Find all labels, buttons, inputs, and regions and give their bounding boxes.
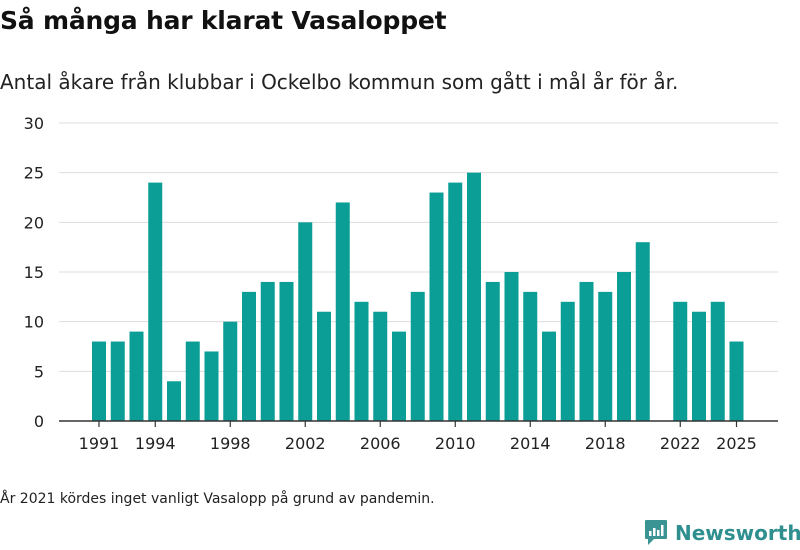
- newsworthy-logo[interactable]: Newsworthy: [644, 519, 800, 546]
- bar-2002[interactable]: [298, 222, 313, 421]
- x-tick-label: 2006: [360, 434, 401, 453]
- chart-title: Så många har klarat Vasaloppet: [0, 6, 447, 35]
- bar-2022[interactable]: [673, 301, 688, 421]
- newsworthy-logo-text: Newsworthy: [675, 520, 800, 545]
- bar-2006[interactable]: [373, 311, 388, 421]
- bar-2018[interactable]: [598, 291, 613, 421]
- bar-2024[interactable]: [710, 301, 725, 421]
- bar-2003[interactable]: [317, 311, 331, 421]
- x-tick-label: 2002: [285, 434, 326, 453]
- bar-1997[interactable]: [204, 351, 219, 421]
- y-tick-label: 15: [24, 263, 44, 282]
- bar-1993[interactable]: [129, 331, 144, 421]
- bar-2025[interactable]: [729, 341, 744, 421]
- bar-2010[interactable]: [448, 182, 463, 421]
- bar-2009[interactable]: [429, 192, 444, 421]
- bar-2011[interactable]: [467, 172, 481, 421]
- x-tick-label: 1994: [135, 434, 176, 453]
- bar-1995[interactable]: [167, 381, 181, 421]
- y-tick-label: 25: [24, 164, 44, 183]
- x-tick-label: 1998: [210, 434, 251, 453]
- bar-2007[interactable]: [392, 331, 406, 421]
- x-axis: [59, 420, 778, 427]
- chart-subtitle: Antal åkare från klubbar i Ockelbo kommu…: [0, 70, 679, 94]
- bar-2001[interactable]: [279, 281, 294, 421]
- bar-2023[interactable]: [692, 311, 706, 421]
- bar-2016[interactable]: [560, 301, 575, 421]
- bar-2019[interactable]: [617, 272, 631, 421]
- bar-2000[interactable]: [260, 281, 275, 421]
- bar-2013[interactable]: [504, 272, 519, 421]
- bar-2014[interactable]: [523, 291, 538, 421]
- bar-1992[interactable]: [110, 341, 125, 421]
- bar-1996[interactable]: [185, 341, 200, 421]
- bar-2015[interactable]: [542, 331, 556, 421]
- x-tick-label: 2018: [585, 434, 626, 453]
- x-tick-label: 2025: [716, 434, 757, 453]
- y-tick-label: 5: [34, 362, 44, 381]
- bars: [92, 172, 744, 421]
- y-tick-labels: 0 5 10 15 20 25 30: [24, 114, 44, 431]
- bar-2005[interactable]: [354, 301, 369, 421]
- bar-2020[interactable]: [635, 242, 650, 421]
- bar-2012[interactable]: [485, 281, 500, 421]
- newsworthy-logo-icon: [645, 520, 667, 545]
- x-tick-label: 2022: [660, 434, 701, 453]
- y-tick-label: 30: [24, 114, 44, 133]
- bar-2017[interactable]: [579, 281, 594, 421]
- y-tick-label: 10: [24, 313, 44, 332]
- x-tick-label: 2010: [435, 434, 476, 453]
- x-tick-label: 1991: [79, 434, 120, 453]
- bar-1998[interactable]: [223, 321, 238, 421]
- y-tick-label: 0: [34, 412, 44, 431]
- x-tick-labels: 1991 1994 1998 2002 2006 2010 2014 2018 2022 2025: [79, 434, 757, 453]
- y-tick-label: 20: [24, 213, 44, 232]
- bar-2004[interactable]: [335, 202, 350, 421]
- bar-1991[interactable]: [92, 341, 106, 421]
- bar-1994[interactable]: [148, 182, 163, 421]
- footnote: År 2021 kördes inget vanligt Vasalopp på…: [0, 491, 435, 507]
- x-tick-label: 2014: [510, 434, 551, 453]
- bar-1999[interactable]: [242, 291, 256, 421]
- bar-2008[interactable]: [410, 291, 425, 421]
